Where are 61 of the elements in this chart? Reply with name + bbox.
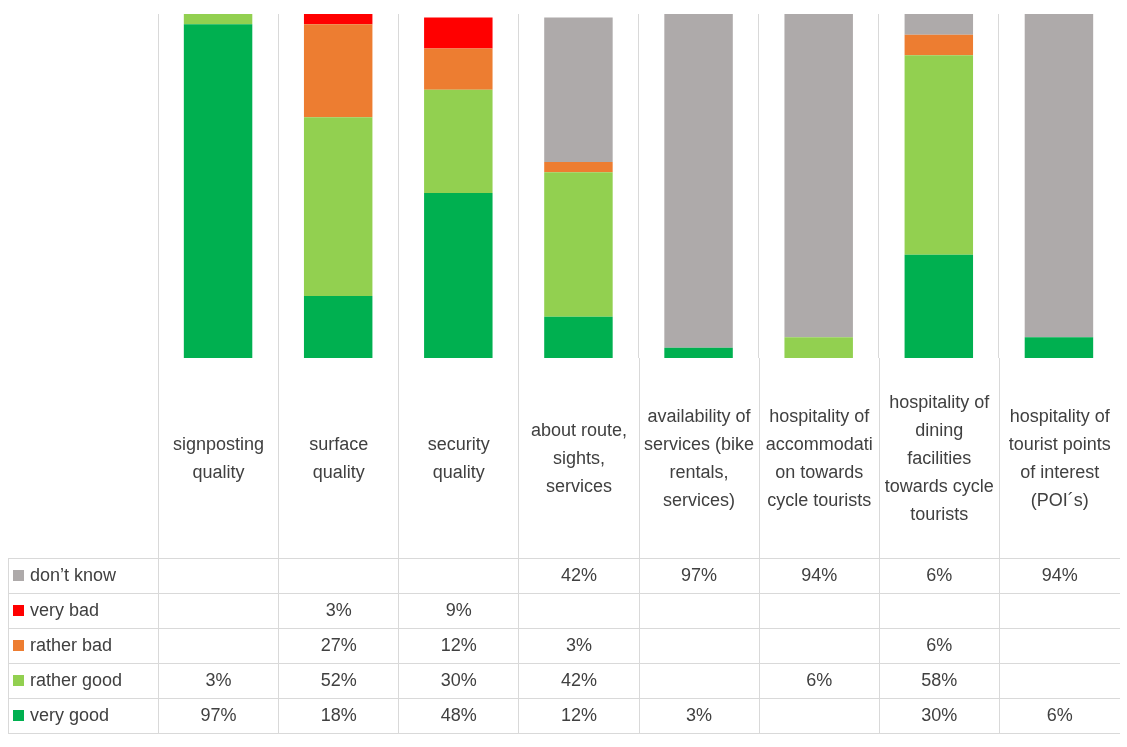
bar (303, 14, 373, 25)
legend-label: rather good (8, 663, 159, 698)
data-label: 6% (879, 628, 1000, 663)
data-label: 6% (999, 698, 1120, 733)
data-label: 3% (278, 593, 399, 628)
data-label: 42% (518, 558, 639, 593)
bar (424, 48, 493, 90)
data-label: 12% (398, 628, 519, 663)
data-label: 30% (398, 663, 519, 698)
legend-label: very bad (8, 593, 159, 628)
bar (904, 254, 974, 358)
data-label: 27% (278, 628, 399, 663)
data-label: 94% (999, 558, 1120, 593)
data-label: 3% (518, 628, 639, 663)
x-tick-label: hospitality of dining facilities towards cycle tourists (879, 358, 1000, 558)
data-label: 6% (879, 558, 1000, 593)
data-label: 58% (879, 663, 1000, 698)
bar (904, 14, 974, 35)
bar (904, 55, 974, 255)
bar (784, 14, 853, 338)
legend-label: very good (8, 698, 159, 733)
data-label: 52% (278, 663, 399, 698)
bar (424, 192, 493, 358)
bar (1024, 337, 1094, 358)
bar (544, 161, 613, 173)
bar (664, 14, 733, 348)
bar (303, 296, 373, 358)
bar (664, 347, 733, 358)
data-label: 97% (158, 698, 279, 733)
bar (784, 337, 853, 358)
bar (544, 17, 613, 162)
data-label: 6% (759, 663, 880, 698)
x-tick-label: security quality (398, 358, 519, 558)
bar (424, 89, 493, 193)
legend-label: don’t know (8, 558, 159, 593)
bar (183, 14, 253, 25)
bar (544, 316, 613, 358)
x-tick-label: signposting quality (158, 358, 279, 558)
data-label: 3% (158, 663, 279, 698)
x-tick-label: surface quality (278, 358, 399, 558)
x-tick-label: availability of services (bike rentals, services) (639, 358, 760, 558)
legend-label: rather bad (8, 628, 159, 663)
x-tick-label: hospitality of accommodation towards cycle tourists (759, 358, 880, 558)
bar (303, 24, 373, 118)
bar (303, 117, 373, 297)
x-tick-label: about route, sights, services (518, 358, 639, 558)
data-label: 94% (759, 558, 880, 593)
data-label: 9% (398, 593, 519, 628)
bar (544, 172, 613, 317)
bar (904, 34, 974, 56)
x-tick-label: hospitality of tourist points of interest (POI´s) (999, 358, 1120, 558)
data-label: 30% (879, 698, 1000, 733)
bar (183, 24, 253, 358)
data-label: 3% (639, 698, 760, 733)
bar (1024, 14, 1094, 338)
data-label: 18% (278, 698, 399, 733)
data-label: 48% (398, 698, 519, 733)
bar (424, 17, 493, 49)
data-label: 97% (639, 558, 760, 593)
data-label: 42% (518, 663, 639, 698)
data-label: 12% (518, 698, 639, 733)
